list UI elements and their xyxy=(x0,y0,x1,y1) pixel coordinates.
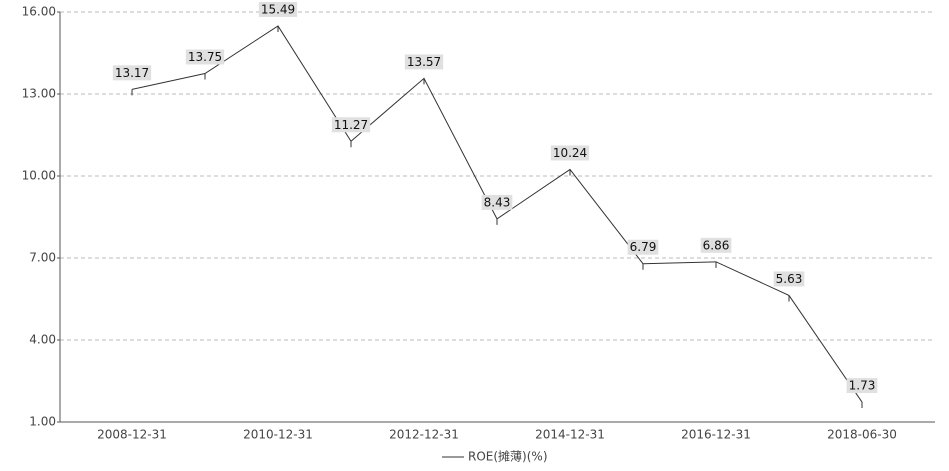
data-label: 13.17 xyxy=(115,66,149,80)
data-label-bg xyxy=(404,54,444,70)
data-label-bg xyxy=(331,117,371,133)
data-label-bg xyxy=(481,194,513,210)
data-label-bg xyxy=(773,271,805,287)
data-label: 1.73 xyxy=(849,379,876,393)
data-label-bg xyxy=(112,65,152,81)
data-label: 5.63 xyxy=(776,272,803,286)
data-label-bg xyxy=(185,49,225,65)
y-tick-label: 7.00 xyxy=(29,251,56,265)
y-tick-label: 4.00 xyxy=(29,333,56,347)
y-tick-label: 16.00 xyxy=(22,5,56,19)
x-tick-label: 2012-12-31 xyxy=(389,428,459,442)
x-tick-label: 2010-12-31 xyxy=(243,428,313,442)
data-label: 11.27 xyxy=(334,118,368,132)
x-tick-label: 2016-12-31 xyxy=(681,428,751,442)
data-label: 15.49 xyxy=(261,2,295,16)
data-label: 6.86 xyxy=(703,238,730,252)
x-tick-label: 2014-12-31 xyxy=(535,428,605,442)
y-tick-label: 1.00 xyxy=(29,415,56,429)
data-label-bg xyxy=(846,378,878,394)
data-label: 13.57 xyxy=(407,55,441,69)
x-tick-label: 2018-06-30 xyxy=(827,428,897,442)
line xyxy=(131,25,863,403)
data-label-bg xyxy=(700,237,732,253)
y-tick-label: 10.00 xyxy=(22,169,56,183)
data-label: 6.79 xyxy=(630,240,657,254)
legend-label: ROE(摊薄)(%) xyxy=(468,449,548,464)
data-label: 13.75 xyxy=(188,50,222,64)
data-label-bg xyxy=(258,1,298,17)
data-label: 8.43 xyxy=(484,195,511,209)
x-tick-label: 2008-12-31 xyxy=(97,428,167,442)
data-label-bg xyxy=(550,145,590,161)
y-tick-label: 13.00 xyxy=(22,87,56,101)
data-label-bg xyxy=(627,239,659,255)
data-label: 10.24 xyxy=(553,146,587,160)
